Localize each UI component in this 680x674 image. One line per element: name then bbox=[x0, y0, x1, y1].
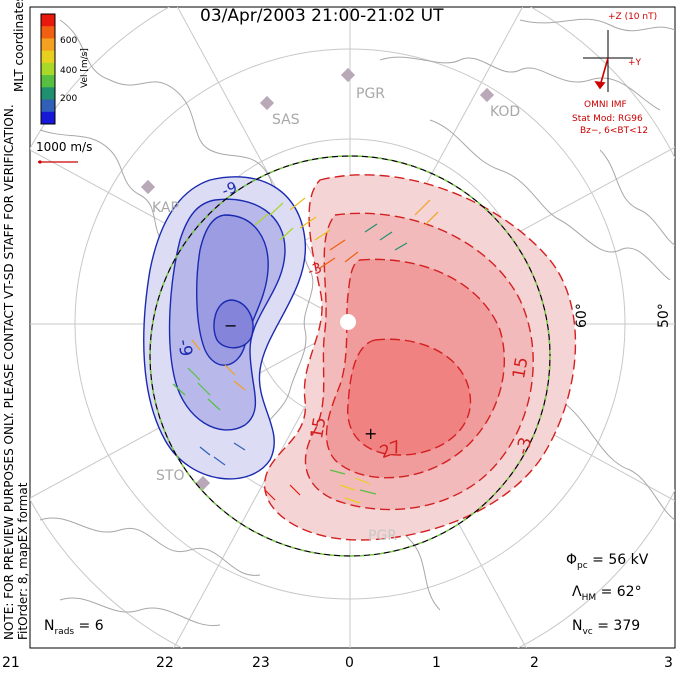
station-label-sto: STO bbox=[156, 468, 185, 484]
imf-z-label: +Z (10 nT) bbox=[608, 12, 658, 22]
imf-vector bbox=[594, 57, 609, 90]
colorbar-segment bbox=[41, 14, 55, 27]
vector-count: Nvc = 379 bbox=[572, 618, 641, 637]
preview-note: NOTE: FOR PREVIEW PURPOSES ONLY. PLEASE … bbox=[2, 104, 30, 640]
potential-minimum-marker: − bbox=[224, 316, 238, 335]
colorbar-tick-400: 400 bbox=[60, 66, 78, 76]
imf-source: OMNI IMF bbox=[584, 100, 627, 110]
station-label-sas: SAS bbox=[272, 112, 300, 128]
colorbar-segment bbox=[41, 50, 55, 64]
coordinates-label: MLT coordinates bbox=[12, 0, 26, 92]
mlt-label-1: 1 bbox=[432, 655, 441, 671]
station-markers bbox=[140, 67, 495, 491]
contour-label: 15 bbox=[509, 355, 533, 381]
colorbar-tick-200: 200 bbox=[60, 94, 78, 104]
latitude-label-60: 60° bbox=[574, 303, 590, 328]
mlt-label-3: 3 bbox=[664, 655, 673, 671]
mlt-label-23: 23 bbox=[252, 655, 270, 671]
contour-label: 15 bbox=[307, 415, 331, 441]
contour-label: -9 bbox=[173, 337, 196, 359]
positive-potential-cell bbox=[263, 174, 577, 541]
colorbar-segment bbox=[41, 99, 55, 113]
mlt-label-0: 0 bbox=[345, 655, 354, 671]
colorbar-label: Vel [m/s] bbox=[80, 48, 90, 88]
mlt-label-21: 21 bbox=[2, 655, 20, 671]
velocity-vectors bbox=[172, 197, 439, 504]
station-label-pgr: PGR bbox=[356, 86, 386, 102]
mlt-label-2: 2 bbox=[530, 655, 539, 671]
velocity-scale-label: 1000 m/s bbox=[36, 140, 93, 154]
colorbar-segment bbox=[41, 87, 55, 101]
colorbar-segment bbox=[41, 62, 55, 76]
latitude-label-50: 50° bbox=[656, 303, 672, 328]
colorbar-segment bbox=[41, 111, 55, 125]
velocity-colorbar bbox=[40, 13, 56, 125]
potential-maximum-marker: + bbox=[364, 424, 378, 443]
mlt-label-22: 22 bbox=[156, 655, 174, 671]
radar-count: Nrads = 6 bbox=[44, 618, 104, 637]
colorbar-border bbox=[40, 13, 56, 125]
cross-polar-cap-potential: Φpc = 56 kV bbox=[566, 552, 649, 571]
station-label-kod: KOD bbox=[490, 104, 521, 120]
colorbar-tick-600: 600 bbox=[60, 36, 78, 46]
negative-potential-cell bbox=[143, 176, 307, 480]
hm-boundary-latitude: ΛHM = 62° bbox=[572, 584, 642, 603]
colorbar-segment bbox=[41, 75, 55, 88]
pole-marker bbox=[340, 314, 356, 330]
station-label-kap: KAP bbox=[152, 200, 179, 216]
imf-stat-model: Stat Mod: RG96 bbox=[572, 114, 643, 124]
imf-condition: Bz−, 6<BT<12 bbox=[580, 126, 649, 136]
plot-title: 03/Apr/2003 21:00-21:02 UT bbox=[200, 6, 444, 26]
colorbar-segment bbox=[41, 38, 55, 52]
colorbar-segment bbox=[41, 26, 55, 39]
imf-y-label: +Y bbox=[628, 58, 642, 68]
station-label-pgr-2: PGR bbox=[368, 528, 398, 544]
heppner-maynard-boundary-overlay bbox=[149, 155, 551, 557]
